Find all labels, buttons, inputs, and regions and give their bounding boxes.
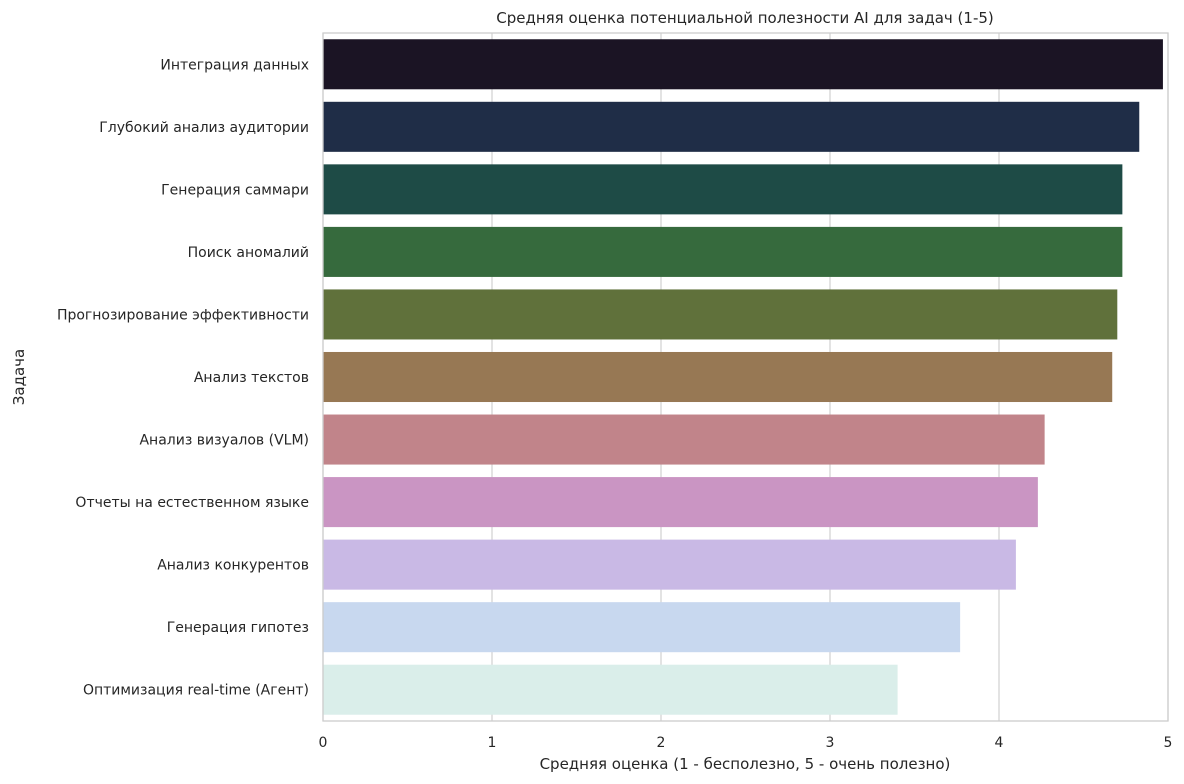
bar <box>323 226 1123 277</box>
x-tick-label: 4 <box>995 735 1004 751</box>
bar <box>323 351 1113 403</box>
y-tick-label: Анализ визуалов (VLM) <box>139 433 309 449</box>
bar <box>323 664 898 715</box>
x-axis-label: Средняя оценка (1 - бесполезно, 5 - очен… <box>540 755 951 773</box>
y-tick-label: Генерация гипотез <box>167 620 309 636</box>
y-tick-label: Прогнозирование эффективности <box>57 307 309 323</box>
bar <box>323 602 961 653</box>
x-tick-label: 2 <box>657 735 666 751</box>
bar <box>323 39 1163 90</box>
bar <box>323 414 1045 465</box>
y-tick-label: Анализ текстов <box>194 370 309 386</box>
x-tick-label: 3 <box>826 735 835 751</box>
bar <box>323 289 1118 340</box>
x-tick-label: 1 <box>488 735 497 751</box>
bar <box>323 101 1140 152</box>
y-axis-label: Задача <box>10 349 28 405</box>
y-tick-label: Интеграция данных <box>160 57 309 73</box>
y-tick-label: Генерация саммари <box>161 182 309 198</box>
y-tick-label: Анализ конкурентов <box>157 558 309 574</box>
y-tick-label: Отчеты на естественном языке <box>75 495 309 511</box>
bar <box>323 477 1038 528</box>
x-tick-label: 0 <box>319 735 328 751</box>
y-tick-label: Поиск аномалий <box>188 245 309 261</box>
chart-title: Средняя оценка потенциальной полезности … <box>496 9 994 27</box>
y-tick-labels: Интеграция данных Глубокий анализ аудитор… <box>57 57 309 698</box>
bars <box>323 39 1163 715</box>
y-tick-label: Глубокий анализ аудитории <box>99 120 309 136</box>
y-tick-label: Оптимизация real-time (Агент) <box>83 683 309 699</box>
bar <box>323 164 1123 215</box>
x-tick-labels: 0 1 2 3 4 5 <box>319 735 1173 751</box>
plot-frame <box>322 32 1169 722</box>
x-tick-label: 5 <box>1164 735 1173 751</box>
bar <box>323 539 1016 590</box>
